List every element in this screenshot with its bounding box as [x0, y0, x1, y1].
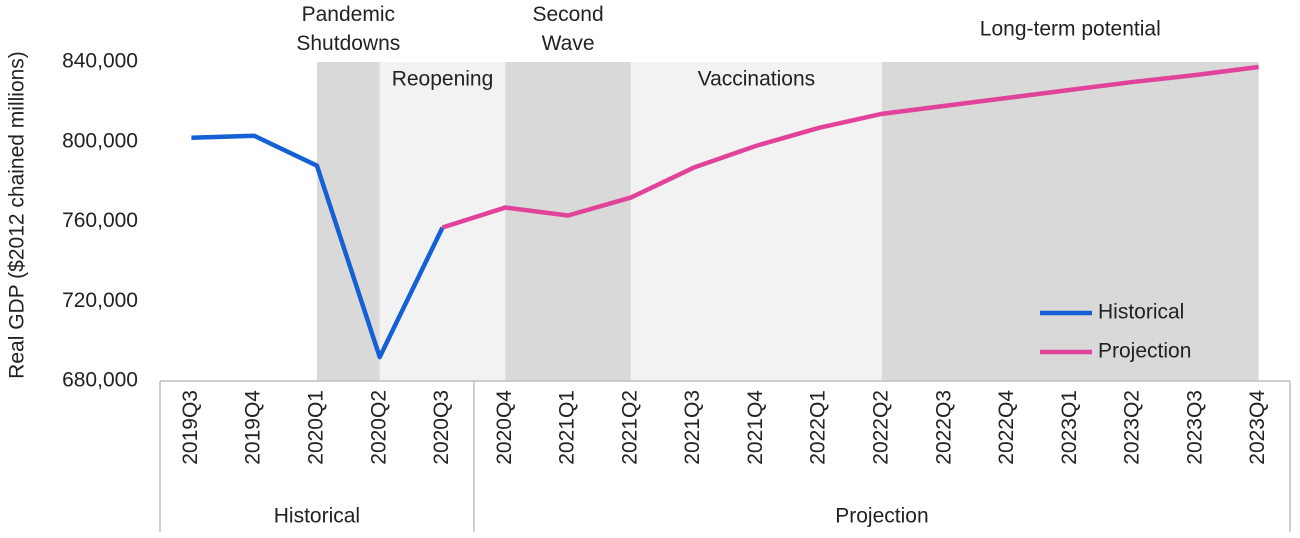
x-tick-label: 2019Q4	[242, 390, 265, 465]
region-label: Wave	[542, 32, 595, 55]
region-shade	[379, 62, 506, 381]
x-tick-label: 2023Q2	[1121, 390, 1144, 465]
region-shade	[630, 62, 882, 381]
x-tick-label: 2020Q4	[493, 390, 516, 465]
region-label: Reopening	[392, 68, 494, 91]
region-shade	[881, 62, 1259, 381]
x-tick-label: 2020Q1	[304, 390, 327, 465]
region-shade	[505, 62, 631, 381]
x-tick-label: 2021Q1	[556, 390, 579, 465]
x-tick-label: 2022Q1	[807, 390, 830, 465]
series-line	[191, 133, 445, 360]
y-tick-label: 720,000	[62, 289, 138, 312]
x-tick-label: 2022Q3	[932, 390, 955, 465]
x-tick-label: 2022Q2	[869, 390, 892, 465]
y-axis-label: Real GDP ($2012 chained millions)	[6, 51, 29, 379]
regions	[316, 62, 1259, 381]
region-label: Second	[532, 3, 603, 26]
x-tick-label: 2023Q1	[1058, 390, 1081, 465]
legend-label: Projection	[1098, 340, 1191, 363]
region-label: Shutdowns	[296, 32, 400, 55]
y-tick-label: 760,000	[62, 209, 138, 232]
region-label: Pandemic	[302, 3, 395, 26]
series-line	[441, 64, 1259, 230]
legend-label: Historical	[1098, 301, 1184, 324]
group-label: Historical	[274, 505, 360, 528]
region-label: Long-term potential	[980, 18, 1161, 41]
group-label: Projection	[835, 505, 928, 528]
x-tick-label: 2021Q2	[618, 390, 641, 465]
x-tick-label: 2023Q3	[1183, 390, 1206, 465]
x-tick-label: 2020Q2	[367, 390, 390, 465]
region-label: Vaccinations	[698, 68, 816, 91]
x-tick-label: 2023Q4	[1246, 390, 1269, 465]
x-tick-label: 2021Q3	[681, 390, 704, 465]
x-tick-label: 2022Q4	[995, 390, 1018, 465]
x-tick-label: 2021Q4	[744, 390, 767, 465]
y-tick-label: 840,000	[62, 50, 138, 73]
x-tick-label: 2020Q3	[430, 390, 453, 465]
x-tick-label: 2019Q3	[179, 390, 202, 465]
y-tick-label: 680,000	[62, 369, 138, 392]
y-tick-label: 800,000	[62, 129, 138, 152]
